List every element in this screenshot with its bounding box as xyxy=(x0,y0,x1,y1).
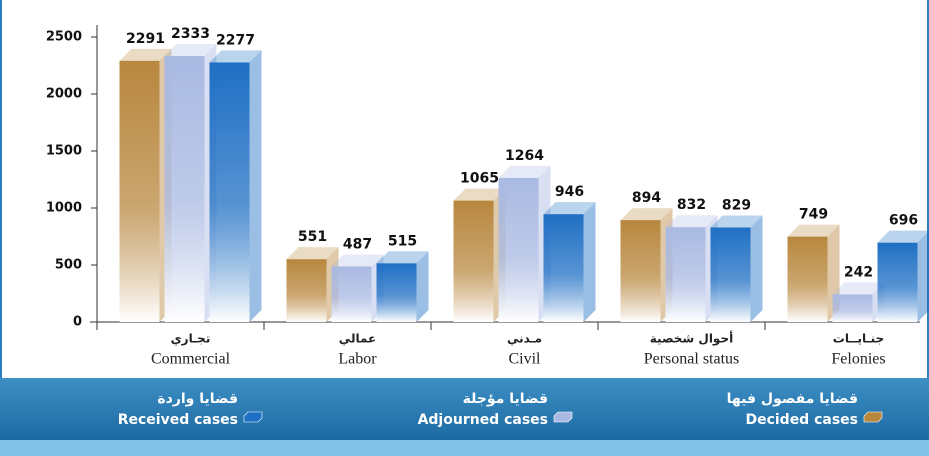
bar-top xyxy=(376,251,429,264)
y-tick-label: 0 xyxy=(73,315,82,330)
value-label: 696 xyxy=(889,213,918,229)
bar-top xyxy=(620,208,673,221)
bar xyxy=(787,236,828,322)
y-tick-label: 1500 xyxy=(46,144,82,159)
legend-label-ar: قضايا مفصول فيها xyxy=(727,391,858,407)
x-tick-label-ar: مـدني xyxy=(507,332,542,346)
bar xyxy=(710,227,751,322)
bar-side xyxy=(750,215,763,322)
bar-top xyxy=(832,282,885,295)
y-tick-label: 500 xyxy=(55,258,82,273)
bar xyxy=(832,294,873,322)
x-tick-label-ar: أحوال شخصية xyxy=(650,331,733,347)
value-label: 242 xyxy=(844,264,873,280)
bar xyxy=(376,263,417,322)
x-tick-label: Civil xyxy=(508,351,541,368)
value-label: 2333 xyxy=(171,26,210,42)
legend-swatch xyxy=(243,411,263,423)
x-tick-label: Felonies xyxy=(831,351,885,368)
bar xyxy=(164,56,205,323)
bar-top xyxy=(787,224,840,237)
bar-top xyxy=(286,247,339,260)
y-tick-label: 2500 xyxy=(46,30,82,45)
bar-side xyxy=(416,251,429,322)
value-label: 1065 xyxy=(460,171,499,187)
legend-label-ar: قضايا مؤجلة xyxy=(463,391,548,407)
bar-top xyxy=(877,230,929,243)
legend-label: Adjourned cases xyxy=(418,412,548,428)
bar xyxy=(498,177,539,322)
bar xyxy=(877,242,918,322)
value-label: 2277 xyxy=(216,32,255,48)
bar xyxy=(209,62,250,323)
value-label: 515 xyxy=(388,233,417,249)
x-tick-label-ar: تجـاري xyxy=(171,332,211,346)
x-tick-label: Commercial xyxy=(151,351,231,368)
value-label: 1264 xyxy=(505,148,544,164)
bar-side xyxy=(583,202,596,322)
bar xyxy=(453,200,494,322)
bar-top xyxy=(665,215,718,228)
x-tick-label: Labor xyxy=(338,351,377,368)
bar-top xyxy=(119,48,172,61)
bar-side xyxy=(917,231,929,322)
bar-top xyxy=(453,188,506,201)
bar xyxy=(331,266,372,322)
y-tick-label: 2000 xyxy=(46,87,82,102)
value-label: 487 xyxy=(343,236,372,252)
bar xyxy=(286,259,327,322)
y-tick-label: 1000 xyxy=(46,201,82,216)
x-tick-label: Personal status xyxy=(644,351,740,368)
bar-top xyxy=(710,215,763,228)
legend-swatch xyxy=(863,411,883,423)
footer-strip xyxy=(0,440,929,456)
bar xyxy=(620,220,661,322)
legend-panel xyxy=(0,378,929,440)
value-label: 832 xyxy=(677,197,706,213)
value-label: 894 xyxy=(632,190,661,206)
bar-top xyxy=(164,44,217,57)
bar-top xyxy=(209,50,262,63)
bar-top xyxy=(498,165,551,178)
value-label: 829 xyxy=(722,197,751,213)
bar-top xyxy=(331,254,384,267)
value-label: 946 xyxy=(555,184,584,200)
legend-swatch xyxy=(553,411,573,423)
legend-label: Decided cases xyxy=(745,412,858,428)
value-label: 551 xyxy=(298,229,327,245)
bar xyxy=(665,227,706,322)
bar-top xyxy=(543,202,596,215)
value-label: 749 xyxy=(799,207,828,223)
bar-side xyxy=(249,50,262,323)
x-tick-label-ar: عمالي xyxy=(339,332,376,346)
legend-label: Received cases xyxy=(118,412,238,428)
value-label: 2291 xyxy=(126,31,165,47)
bar xyxy=(543,214,584,322)
legend-label-ar: قضايا واردة xyxy=(157,391,238,407)
bar xyxy=(119,60,160,323)
x-tick-label-ar: جنـايــات xyxy=(833,332,884,346)
